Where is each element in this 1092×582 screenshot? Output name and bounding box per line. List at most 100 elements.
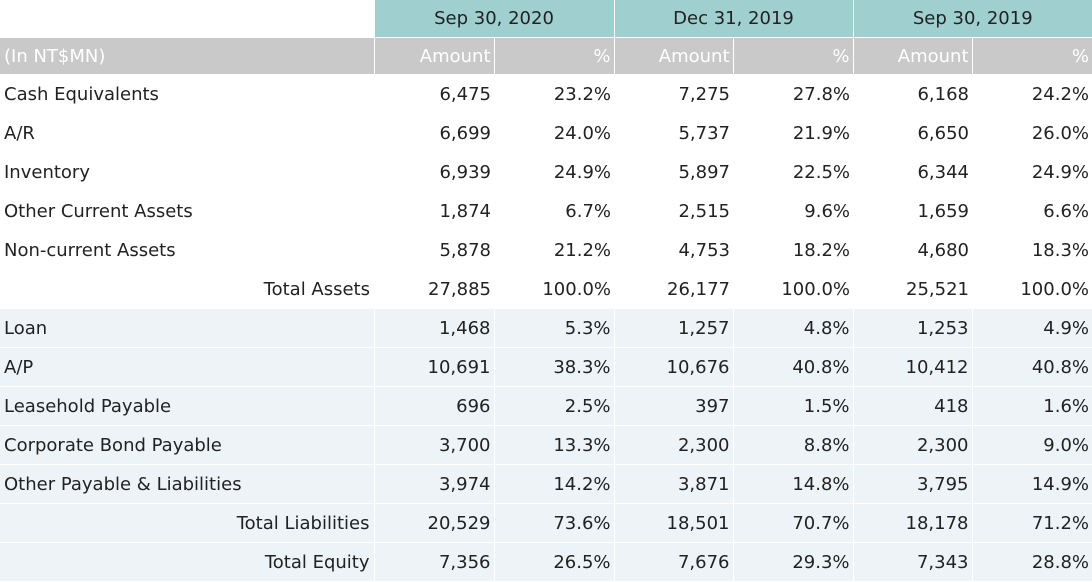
- percent-cell: 1.5%: [732, 386, 853, 426]
- total-row-label: Total Liabilities: [0, 503, 374, 543]
- amount-cell: 7,275: [614, 74, 733, 114]
- total-row-label: Total Equity: [0, 542, 374, 582]
- percent-cell: 24.0%: [494, 113, 614, 153]
- percent-cell: 24.9%: [494, 152, 614, 192]
- header-blank-cell: [0, 0, 374, 38]
- amount-cell: 2,300: [852, 425, 972, 465]
- table-row: A/P 10,691 38.3% 10,676 40.8% 10,412 40.8%: [0, 347, 1092, 387]
- amount-cell: 10,676: [613, 347, 733, 387]
- amount-cell: 27,885: [374, 269, 494, 309]
- amount-cell: 20,529: [373, 503, 494, 543]
- percent-cell: 28.8%: [971, 542, 1092, 582]
- row-label: Corporate Bond Payable: [0, 425, 374, 465]
- percent-cell: 13.3%: [493, 425, 614, 465]
- amount-cell: 2,515: [614, 191, 733, 231]
- table-row: Loan 1,468 5.3% 1,257 4.8% 1,253 4.9%: [0, 308, 1092, 348]
- amount-cell: 10,691: [373, 347, 494, 387]
- percent-cell: 24.9%: [972, 152, 1092, 192]
- table-row: Corporate Bond Payable 3,700 13.3% 2,300 8.8…: [0, 425, 1092, 465]
- percent-cell: 21.9%: [733, 113, 853, 153]
- percent-cell: 14.8%: [732, 464, 853, 504]
- amount-cell: 6,699: [374, 113, 494, 153]
- amount-cell: 696: [373, 386, 494, 426]
- amount-cell: 26,177: [614, 269, 733, 309]
- percent-cell: 100.0%: [494, 269, 614, 309]
- percent-cell: 40.8%: [732, 347, 853, 387]
- percent-cell: 4.8%: [732, 308, 853, 348]
- percent-cell: 23.2%: [494, 74, 614, 114]
- amount-cell: 18,501: [613, 503, 733, 543]
- amount-cell: 1,874: [374, 191, 494, 231]
- amount-cell: 6,939: [374, 152, 494, 192]
- table-row: Total Liabilities 20,529 73.6% 18,501 70.7% 1…: [0, 503, 1092, 543]
- table-row: Cash Equivalents 6,475 23.2% 7,275 27.8% 6,16…: [0, 74, 1092, 114]
- row-label: Loan: [0, 308, 374, 348]
- table-row: A/R 6,699 24.0% 5,737 21.9% 6,650 26.0%: [0, 113, 1092, 153]
- percent-cell: 100.0%: [733, 269, 853, 309]
- row-label: Leasehold Payable: [0, 386, 374, 426]
- percent-cell: 18.3%: [972, 230, 1092, 270]
- table-row: Inventory 6,939 24.9% 5,897 22.5% 6,344 24.9%: [0, 152, 1092, 192]
- column-header-row: (In NT$MN) Amount % Amount % Amount %: [0, 37, 1092, 75]
- row-label: Inventory: [0, 152, 374, 192]
- amount-cell: 4,680: [853, 230, 972, 270]
- amount-cell: 25,521: [853, 269, 972, 309]
- percent-cell: 6.7%: [494, 191, 614, 231]
- amount-cell: 18,178: [852, 503, 972, 543]
- percent-cell: 73.6%: [493, 503, 614, 543]
- table-row: Total Assets 27,885 100.0% 26,177 100.0% 25,5…: [0, 269, 1092, 309]
- percent-cell: 6.6%: [972, 191, 1092, 231]
- table-row: Other Current Assets 1,874 6.7% 2,515 9.6% 1,…: [0, 191, 1092, 231]
- amount-cell: 6,168: [853, 74, 972, 114]
- percent-cell: 26.5%: [493, 542, 614, 582]
- amount-cell: 1,659: [853, 191, 972, 231]
- percent-cell: 8.8%: [732, 425, 853, 465]
- amount-column-header: Amount: [852, 37, 972, 75]
- amount-cell: 397: [613, 386, 733, 426]
- percent-cell: 22.5%: [733, 152, 853, 192]
- amount-cell: 1,257: [613, 308, 733, 348]
- table-body: Cash Equivalents 6,475 23.2% 7,275 27.8% 6,16…: [0, 74, 1092, 582]
- amount-cell: 4,753: [614, 230, 733, 270]
- percent-column-header: %: [493, 37, 614, 75]
- percent-cell: 5.3%: [493, 308, 614, 348]
- amount-cell: 7,343: [852, 542, 972, 582]
- period-header-row: Sep 30, 2020 Dec 31, 2019 Sep 30, 2019: [0, 0, 1092, 38]
- percent-cell: 9.6%: [733, 191, 853, 231]
- row-label: Cash Equivalents: [0, 74, 374, 114]
- percent-cell: 24.2%: [972, 74, 1092, 114]
- amount-cell: 3,871: [613, 464, 733, 504]
- amount-cell: 3,795: [852, 464, 972, 504]
- period-header: Sep 30, 2019: [852, 0, 1092, 38]
- amount-cell: 10,412: [852, 347, 972, 387]
- amount-cell: 5,878: [374, 230, 494, 270]
- amount-cell: 6,650: [853, 113, 972, 153]
- table-row: Other Payable & Liabilities 3,974 14.2% 3,8…: [0, 464, 1092, 504]
- percent-cell: 29.3%: [732, 542, 853, 582]
- percent-cell: 26.0%: [972, 113, 1092, 153]
- percent-cell: 14.9%: [971, 464, 1092, 504]
- percent-column-header: %: [971, 37, 1092, 75]
- row-label: A/P: [0, 347, 374, 387]
- table-row: Non-current Assets 5,878 21.2% 4,753 18.2% 4,…: [0, 230, 1092, 270]
- percent-cell: 4.9%: [971, 308, 1092, 348]
- row-label: Non-current Assets: [0, 230, 374, 270]
- percent-cell: 21.2%: [494, 230, 614, 270]
- amount-cell: 1,468: [373, 308, 494, 348]
- unit-label: (In NT$MN): [0, 37, 374, 75]
- period-header: Sep 30, 2020: [373, 0, 614, 38]
- amount-cell: 3,700: [373, 425, 494, 465]
- percent-cell: 1.6%: [971, 386, 1092, 426]
- amount-cell: 5,897: [614, 152, 733, 192]
- amount-cell: 6,344: [853, 152, 972, 192]
- percent-cell: 40.8%: [971, 347, 1092, 387]
- amount-column-header: Amount: [613, 37, 733, 75]
- amount-cell: 418: [852, 386, 972, 426]
- row-label: A/R: [0, 113, 374, 153]
- amount-cell: 1,253: [852, 308, 972, 348]
- amount-cell: 2,300: [613, 425, 733, 465]
- total-row-label: Total Assets: [0, 269, 374, 309]
- period-header: Dec 31, 2019: [613, 0, 853, 38]
- percent-cell: 9.0%: [971, 425, 1092, 465]
